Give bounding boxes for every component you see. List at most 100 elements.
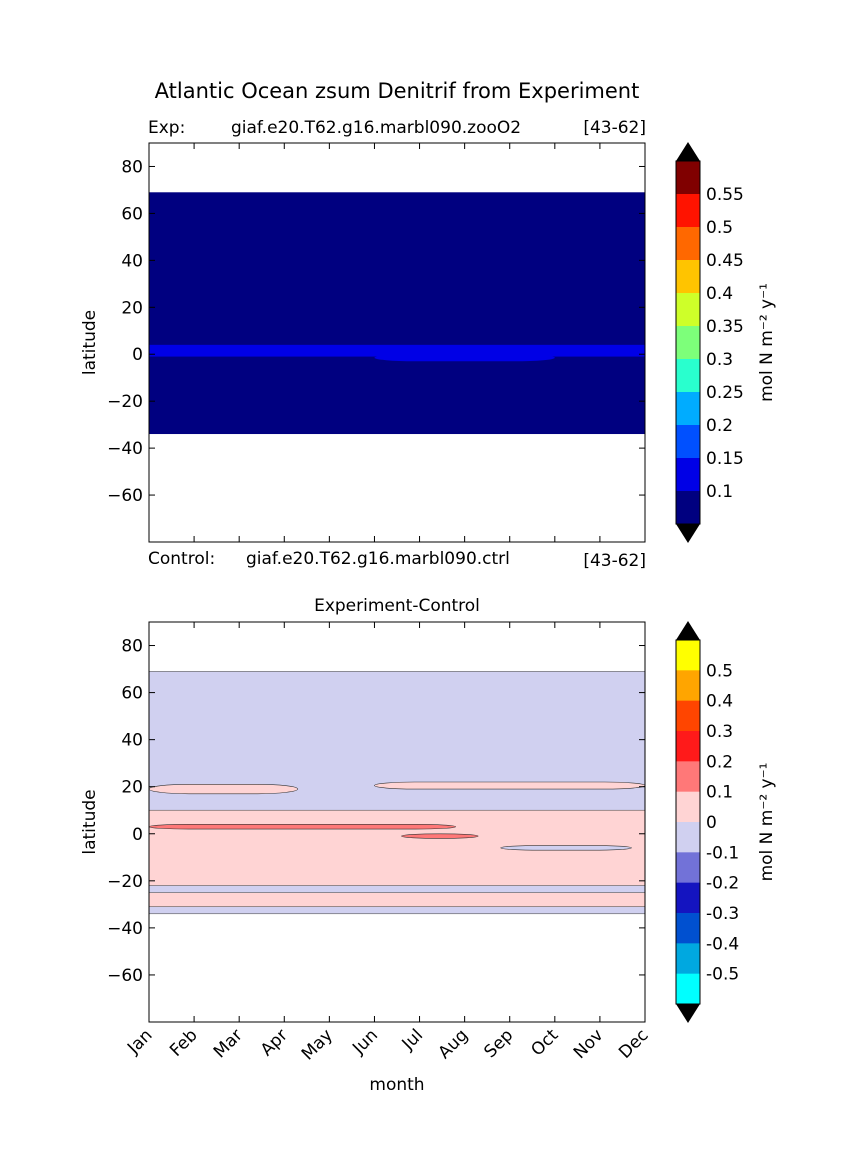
y-tick-label: 60: [121, 684, 143, 704]
colorbar-tick-label: 0.15: [706, 449, 744, 469]
x-tick-label: Dec: [615, 1025, 652, 1062]
y-tick-label: −20: [107, 872, 143, 892]
y-tick-label: 20: [121, 778, 143, 798]
difference-plot: 80 60 40 20 0 −20 −40 −60 latitude Jan Feb Mar Apr Ma…: [80, 621, 653, 1095]
colorbar-tick-label: -0.5: [706, 965, 739, 985]
y-axis-label: latitude: [80, 789, 100, 854]
y-tick-label: −60: [107, 966, 143, 986]
y-tick-label: 80: [121, 637, 143, 657]
colorbar-tick-label: 0.1: [706, 482, 733, 502]
contour-region: [148, 784, 299, 795]
colorbar-swatch: [676, 227, 700, 261]
colorbar-swatch: [676, 761, 700, 793]
colorbar-tick-label: 0.2: [706, 752, 733, 772]
colorbar-swatch: [676, 458, 700, 492]
y-tick-label: 40: [121, 731, 143, 751]
contour-region: [374, 354, 555, 362]
colorbar-swatch: [676, 161, 700, 195]
colorbar-swatch: [676, 491, 700, 525]
colorbar-swatch: [676, 791, 700, 823]
figure-title: Atlantic Ocean zsum Denitrif from Experi…: [155, 79, 640, 103]
colorbar-swatch: [676, 425, 700, 459]
colorbar-tick-label: 0.4: [706, 692, 733, 712]
colorbar-swatch: [676, 392, 700, 426]
y-tick-label: 0: [132, 345, 143, 365]
colorbar-swatch: [676, 194, 700, 228]
contour-region: [149, 344, 645, 357]
colorbar-swatch: [676, 822, 700, 853]
colorbar-tick-label: -0.2: [706, 874, 739, 894]
x-axis-label: month: [369, 1075, 424, 1095]
colorbar-tick-label: 0.55: [706, 185, 744, 205]
colorbar-extend-bottom: [676, 524, 700, 543]
colorbar-tick-label: 0.25: [706, 383, 744, 403]
exp-years: [43-62]: [583, 118, 646, 138]
colorbar-label: mol N m⁻² y⁻¹: [757, 763, 777, 882]
colorbar-tick-label: 0.2: [706, 416, 733, 436]
colorbar-swatch: [676, 731, 700, 762]
contour-region: [500, 845, 632, 851]
colorbar-tick-label: 0.5: [706, 661, 733, 681]
axes-frame: [148, 142, 646, 543]
x-tick-label: Apr: [257, 1025, 292, 1060]
colorbar-tick-label: -0.3: [706, 904, 739, 924]
colorbar-tick-label: 0.5: [706, 218, 733, 238]
x-tick-label: Mar: [210, 1025, 247, 1062]
colorbar-swatch: [676, 640, 700, 671]
x-tick-label: Jul: [398, 1025, 427, 1054]
x-tick-label: Aug: [435, 1025, 473, 1063]
colorbar-tick-label: 0.35: [706, 317, 744, 337]
x-tick-label: Nov: [570, 1025, 608, 1063]
colorbar-swatch: [676, 359, 700, 393]
contour-region: [401, 833, 479, 839]
colorbar-tick-label: -0.4: [706, 934, 739, 954]
y-tick-label: −20: [107, 392, 143, 412]
colorbar-swatch: [676, 670, 700, 702]
x-tick-label: Oct: [527, 1025, 562, 1060]
y-tick-label: −60: [107, 486, 143, 506]
colorbar-tick-label: -0.1: [706, 843, 739, 863]
colorbar-frame: [675, 639, 701, 1005]
colorbar-tick-label: 0.3: [706, 350, 733, 370]
colorbar-swatch: [676, 913, 700, 944]
colorbar-tick-label: 0: [706, 813, 717, 833]
x-tick-label: May: [298, 1025, 337, 1064]
y-tick-label: 80: [121, 157, 143, 177]
colorbar-tick-label: 0.1: [706, 783, 733, 803]
field-background: [149, 192, 645, 435]
control-years: [43-62]: [583, 551, 646, 571]
axes-frame: [148, 621, 646, 1023]
control-case: giaf.e20.T62.g16.marbl090.ctrl: [246, 549, 510, 569]
colorbar-swatch: [676, 326, 700, 360]
y-axis-label: latitude: [80, 310, 100, 375]
colorbar-swatch: [676, 882, 700, 914]
colorbar-swatch: [676, 260, 700, 294]
experiment-plot: 80 60 40 20 0 −20 −40 −60 latitude: [80, 142, 646, 543]
y-tick-label: −40: [107, 919, 143, 939]
y-tick-label: 0: [132, 825, 143, 845]
colorbar-extend-bottom: [676, 1004, 700, 1023]
experiment-colorbar: 0.1 0.15 0.2 0.25 0.3 0.35 0.4 0.45 0.5 0.55 mol N…: [675, 142, 777, 543]
colorbar-extend-top: [676, 142, 700, 161]
exp-case: giaf.e20.T62.g16.marbl090.zooO2: [231, 118, 521, 138]
colorbar-frame: [675, 160, 701, 525]
difference-colorbar: 0.5 0.4 0.3 0.2 0.1 0 -0.1 -0.2 -0.3 -0.4 -0.5 mol …: [675, 621, 777, 1023]
contour-region: [374, 781, 646, 790]
colorbar-swatch: [676, 700, 700, 732]
y-tick-label: 60: [121, 204, 143, 224]
colorbar-swatch: [676, 852, 700, 884]
colorbar-swatch: [676, 973, 700, 1005]
colorbar-swatch: [676, 293, 700, 327]
x-tick-label: Feb: [166, 1025, 201, 1060]
diff-panel-title: Experiment-Control: [314, 596, 480, 616]
x-tick-label: Jan: [123, 1025, 156, 1058]
control-label: Control:: [148, 549, 215, 569]
x-tick-label: Sep: [480, 1025, 517, 1062]
y-tick-label: 20: [121, 298, 143, 318]
contour-region: [148, 892, 646, 908]
contour-region: [148, 824, 456, 830]
colorbar-swatch: [676, 943, 700, 975]
colorbar-tick-label: 0.4: [706, 284, 733, 304]
exp-label: Exp:: [148, 118, 185, 138]
